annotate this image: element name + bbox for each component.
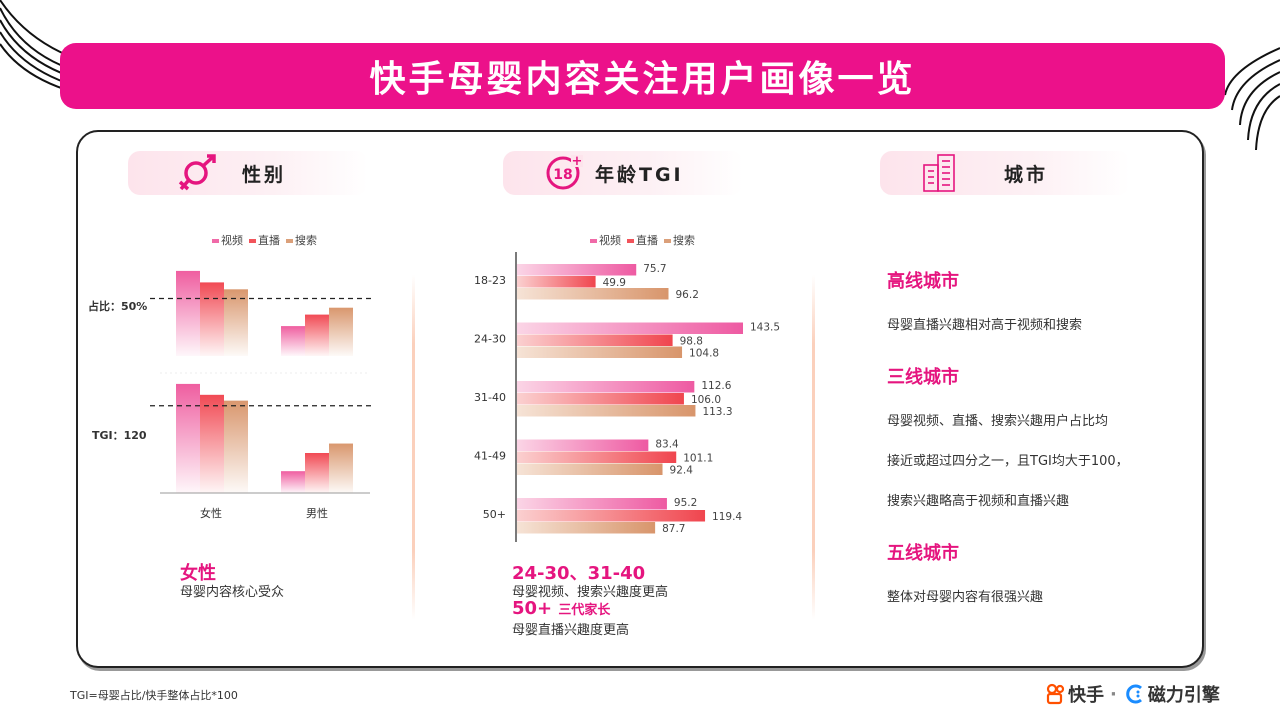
divider-left — [412, 275, 415, 620]
age-18-plus-icon: 18 + — [546, 154, 583, 190]
brand-engine: 磁力引擎 — [1147, 685, 1220, 706]
age-data-label: 104.8 — [689, 348, 719, 360]
svg-text:18: 18 — [553, 167, 572, 183]
category-female: 女性 — [200, 507, 222, 520]
bar-live-male — [305, 314, 329, 356]
age-header: 18 + 年龄TGI — [503, 151, 743, 195]
age-category-label: 41-49 — [474, 450, 506, 463]
fifth-tier-text: 整体对母婴内容有很强兴趣 — [887, 590, 1044, 605]
legend-video: 视频 — [212, 232, 243, 248]
age-bar-video — [517, 322, 743, 334]
age-bar-video — [517, 381, 695, 393]
city-heading: 城市 — [1004, 163, 1049, 186]
age-category-label: 31-40 — [474, 391, 506, 404]
bar-search-female — [224, 289, 248, 356]
age-data-label: 96.2 — [676, 289, 699, 301]
age-bar-live — [517, 510, 706, 522]
age-bar-search — [517, 463, 663, 475]
age-bar-video — [517, 498, 667, 510]
brand-separator: · — [1110, 683, 1117, 705]
bar-live-female — [200, 394, 224, 493]
gender-note-text: 母婴内容核心受众 — [180, 585, 285, 600]
age-heading: 年龄TGI — [595, 163, 684, 186]
age-legend: 视频 直播 搜索 — [590, 232, 695, 248]
age-bar-search — [517, 346, 683, 358]
high-tier-text: 母婴直播兴趣相对高于视频和搜索 — [887, 318, 1083, 333]
gender-header: 性别 — [128, 151, 368, 195]
magnetic-engine-logo-icon — [1126, 684, 1142, 704]
svg-text:+: + — [572, 154, 583, 169]
age-data-label: 106.0 — [691, 394, 721, 406]
age-data-label: 119.4 — [712, 511, 742, 523]
gender-heading: 性别 — [242, 163, 287, 186]
bar-live-female — [200, 282, 224, 356]
bar-video-female — [176, 270, 200, 356]
third-tier-title: 三线城市 — [887, 367, 959, 388]
age-note2-title: 50+ 三代家长 — [512, 598, 610, 619]
gender-chart — [150, 270, 372, 494]
title-banner: 快手母婴内容关注用户画像一览 — [60, 43, 1225, 109]
bar-search-male — [329, 443, 353, 493]
divider-right — [812, 275, 815, 620]
legend-search: 搜索 — [664, 232, 695, 248]
age-data-label: 113.3 — [702, 406, 732, 418]
age-category-label: 50+ — [483, 508, 506, 521]
age-data-label: 92.4 — [670, 465, 694, 477]
tgi-reference-label: TGI：120 — [92, 429, 147, 442]
brand-logo: 快手 · 磁力引擎 — [1044, 681, 1220, 707]
city-buildings-icon — [923, 154, 955, 192]
age-category-label: 18-23 — [474, 274, 506, 287]
gender-legend: 视频 直播 搜索 — [212, 232, 317, 248]
legend-live: 直播 — [627, 232, 658, 248]
bar-video-female — [176, 383, 200, 493]
age-note2-text: 母婴直播兴趣度更高 — [512, 623, 630, 638]
age-data-label: 95.2 — [674, 497, 697, 509]
age-bar-live — [517, 393, 684, 405]
age-category-label: 24-30 — [474, 333, 506, 346]
high-tier-title: 高线城市 — [887, 271, 959, 292]
age-bar-live — [517, 334, 673, 346]
gender-icon — [178, 154, 216, 191]
page-title: 快手母婴内容关注用户画像一览 — [369, 58, 916, 100]
age-note2-sub: 三代家长 — [558, 603, 611, 618]
age-bar-video — [517, 439, 649, 451]
age-data-label: 143.5 — [750, 322, 780, 334]
age-bar-search — [517, 405, 696, 417]
third-tier-text-3: 搜索兴趣略高于视频和直播兴趣 — [887, 494, 1070, 509]
bar-live-male — [305, 453, 329, 493]
city-header: 城市 — [880, 151, 1130, 195]
age-data-label: 49.9 — [603, 277, 626, 289]
brand-kuaishou: 快手 — [1068, 685, 1104, 706]
legend-live: 直播 — [249, 232, 280, 248]
age-data-label: 87.7 — [662, 523, 685, 535]
age-bar-search — [517, 288, 669, 300]
age-bar-live — [517, 276, 596, 288]
category-male: 男性 — [306, 507, 328, 520]
legend-search: 搜索 — [286, 232, 317, 248]
age-data-label: 83.4 — [655, 439, 679, 451]
bar-video-male — [281, 471, 305, 493]
share-reference-label: 占比：50% — [88, 300, 148, 313]
age-bar-search — [517, 522, 656, 534]
bar-search-male — [329, 307, 353, 356]
age-note2-range: 50+ — [512, 598, 553, 619]
age-bar-live — [517, 451, 677, 463]
age-bar-video — [517, 264, 637, 276]
gender-note-title: 女性 — [180, 563, 216, 584]
legend-video: 视频 — [590, 232, 621, 248]
kuaishou-logo-icon — [1046, 683, 1065, 705]
age-data-label: 75.7 — [643, 263, 666, 275]
age-note1-text: 母婴视频、搜索兴趣度更高 — [512, 585, 669, 600]
age-data-label: 101.1 — [683, 453, 713, 465]
third-tier-text-2: 接近或超过四分之一，且TGI均大于100， — [887, 454, 1129, 469]
third-tier-text-1: 母婴视频、直播、搜索兴趣用户占比均 — [887, 414, 1109, 429]
age-data-label: 112.6 — [701, 380, 731, 392]
age-note1-title: 24-30、31-40 — [512, 563, 646, 584]
fifth-tier-title: 五线城市 — [887, 543, 959, 564]
tgi-footnote: TGI=母婴占比/快手整体占比*100 — [70, 689, 238, 702]
bar-video-male — [281, 326, 305, 356]
age-data-label: 98.8 — [680, 336, 703, 348]
bar-search-female — [224, 400, 248, 493]
